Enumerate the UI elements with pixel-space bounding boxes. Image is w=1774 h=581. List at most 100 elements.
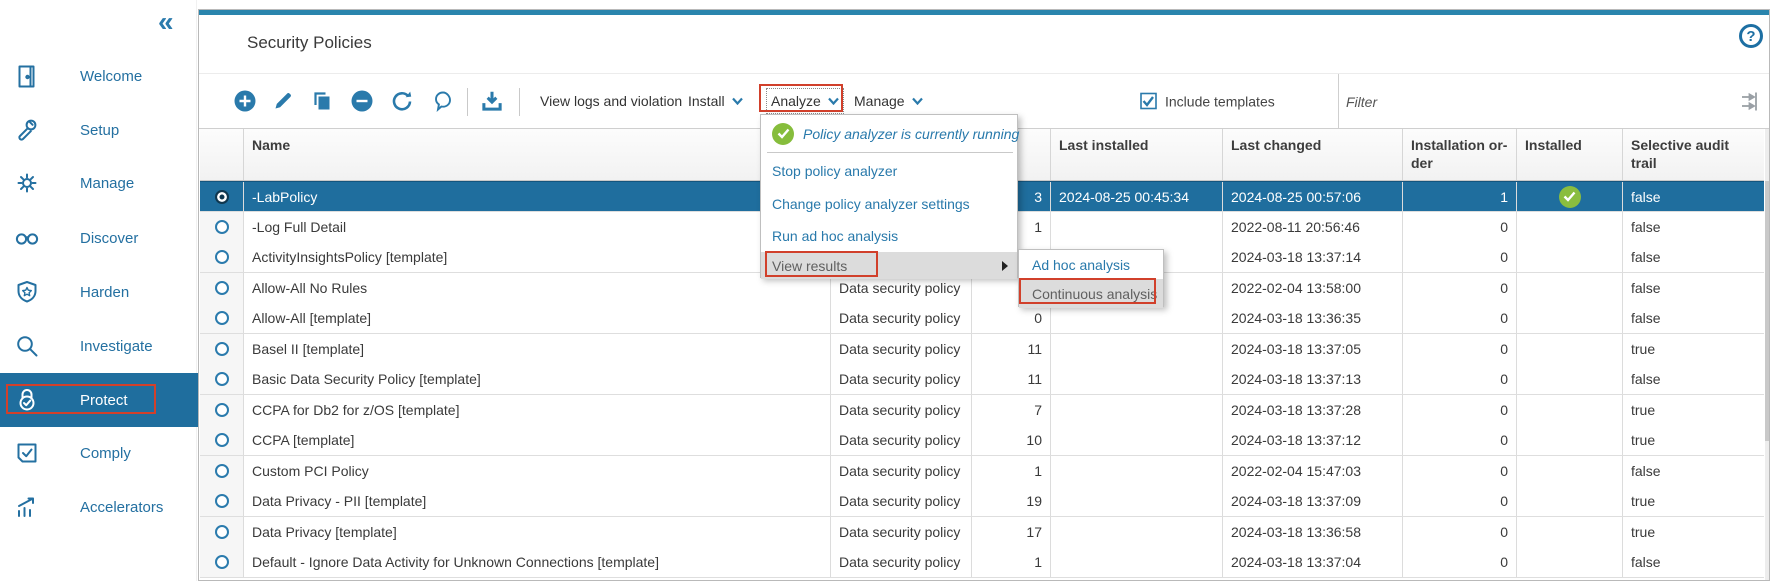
row-radio[interactable]: [214, 402, 229, 417]
cell-installed: [1517, 425, 1623, 455]
cell-selective-audit-trail: false: [1631, 310, 1661, 326]
cell-installation-order: 0: [1403, 242, 1517, 272]
chart-arrow-icon: [12, 492, 42, 522]
sidebar-item-accelerators[interactable]: Accelerators: [0, 486, 196, 528]
cell-installation-order: 0: [1403, 425, 1517, 455]
table-row[interactable]: CCPA for Db2 for z/OS [template] Data se…: [200, 394, 1764, 426]
filter-settings-button[interactable]: [1739, 89, 1763, 113]
sidebar-item-manage[interactable]: Manage: [0, 162, 196, 204]
header-installed[interactable]: Installed: [1517, 129, 1623, 180]
table-row[interactable]: CCPA [template] Data security policy 10 …: [200, 425, 1764, 456]
cell-rules: 19: [972, 486, 1051, 516]
header-installation-order[interactable]: Installation or- der: [1403, 129, 1517, 180]
menu-item-stop-policy-analyzer[interactable]: Stop policy analyzer: [772, 162, 898, 179]
analyze-dropdown[interactable]: Analyze: [766, 88, 844, 114]
table-row[interactable]: Data Privacy - PII [template] Data secur…: [200, 486, 1764, 517]
chevron-down-icon: [827, 97, 839, 105]
comment-button[interactable]: [431, 89, 455, 113]
cell-last-changed: 2024-03-18 13:36:35: [1223, 303, 1403, 333]
row-radio[interactable]: [214, 250, 229, 264]
sidebar-collapse-icon[interactable]: «: [158, 6, 174, 37]
header-rules[interactable]: [972, 129, 1051, 180]
copy-icon: [314, 92, 330, 110]
minus-circle-icon: [351, 90, 373, 112]
sidebar-item-setup[interactable]: Setup: [0, 109, 196, 151]
toolbar-divider: [1338, 74, 1339, 128]
page-title: Security Policies: [247, 33, 372, 52]
cell-last-installed: [1051, 272, 1223, 303]
cell-last-changed: 2024-03-18 13:37:12: [1223, 425, 1403, 455]
submenu-item-ad-hoc-analysis[interactable]: Ad hoc analysis: [1032, 256, 1131, 273]
row-radio[interactable]: [214, 219, 229, 234]
download-button[interactable]: [479, 88, 505, 114]
pencil-icon: [275, 93, 291, 109]
menu-item-run-ad-hoc-analysis[interactable]: Run ad hoc analysis: [772, 227, 899, 244]
cell-installation-order: 0: [1403, 211, 1517, 242]
manage-dropdown[interactable]: Manage: [854, 93, 923, 109]
row-radio[interactable]: [214, 555, 229, 569]
cell-rules: 7: [972, 394, 1051, 425]
refresh-button[interactable]: [390, 89, 414, 113]
cell-last-installed: 2024-08-25 00:45:34: [1051, 182, 1223, 211]
menu-item-change-analyzer-settings[interactable]: Change policy analyzer settings: [772, 195, 970, 212]
sidebar-item-comply[interactable]: Comply: [0, 432, 196, 474]
cell-selective-audit-trail: false: [1631, 188, 1661, 205]
submenu-item-continuous-analysis[interactable]: Continuous analysis: [1019, 279, 1163, 308]
sidebar-item-investigate[interactable]: Investigate: [0, 325, 196, 367]
include-templates-checkbox[interactable]: Include templates: [1140, 92, 1275, 110]
filter-arrows-icon: [1742, 92, 1757, 111]
cell-rules: 0: [972, 303, 1051, 333]
cell-last-changed: 2024-03-18 13:36:58: [1223, 516, 1403, 547]
filter-input[interactable]: [1346, 86, 1726, 118]
cell-rules: 17: [972, 516, 1051, 547]
row-radio[interactable]: [214, 311, 229, 325]
row-radio[interactable]: [214, 372, 229, 386]
header-last-changed[interactable]: Last changed: [1223, 129, 1403, 180]
cell-rules: 1: [972, 211, 1051, 242]
table-row[interactable]: Data Privacy [template] Data security po…: [200, 516, 1764, 548]
row-radio[interactable]: [214, 494, 229, 508]
table-footer-summary: Total: 40 Selected: 1: [209, 579, 343, 580]
row-radio[interactable]: [214, 524, 229, 539]
sidebar: « Welcome Setup Manage Discover Harden I…: [0, 0, 200, 581]
table-row[interactable]: Allow-All [template] Data security polic…: [200, 303, 1764, 334]
cell-selective-audit-trail: false: [1631, 462, 1661, 479]
edit-policy-button[interactable]: [271, 89, 295, 113]
row-radio[interactable]: [214, 463, 229, 478]
sidebar-item-label: Accelerators: [80, 498, 164, 516]
row-radio[interactable]: [214, 189, 229, 204]
header-last-installed[interactable]: Last installed: [1051, 129, 1223, 180]
sidebar-item-protect[interactable]: Protect: [0, 373, 200, 427]
help-icon[interactable]: ?: [1739, 24, 1763, 48]
remove-policy-button[interactable]: [350, 89, 374, 113]
table-scrollbar-thumb[interactable]: [1765, 181, 1769, 441]
sidebar-item-label: Welcome: [80, 67, 143, 85]
sidebar-item-welcome[interactable]: Welcome: [0, 55, 196, 97]
menu-item-view-results[interactable]: View results: [761, 252, 1017, 279]
cell-rules: 1: [972, 455, 1051, 486]
header-selective-audit-trail[interactable]: Selective audit trail: [1631, 137, 1730, 171]
table-row[interactable]: Custom PCI Policy Data security policy 1…: [200, 455, 1764, 487]
cell-installation-order: 0: [1403, 455, 1517, 486]
header-name[interactable]: Name: [244, 129, 831, 180]
cell-installation-order: 0: [1403, 394, 1517, 425]
table-row[interactable]: Basic Data Security Policy [template] Da…: [200, 364, 1764, 395]
add-policy-button[interactable]: [233, 89, 257, 113]
row-radio[interactable]: [214, 341, 229, 356]
row-radio[interactable]: [214, 433, 229, 447]
cell-installed: [1517, 486, 1623, 516]
row-radio[interactable]: [214, 280, 229, 295]
sidebar-item-harden[interactable]: Harden: [0, 271, 196, 313]
table-row[interactable]: Default - Ignore Data Activity for Unkno…: [200, 547, 1764, 578]
install-dropdown[interactable]: Install: [688, 93, 743, 109]
cell-rules: 11: [972, 333, 1051, 364]
view-logs-button[interactable]: View logs and violation: [540, 93, 683, 109]
cell-last-installed: [1051, 516, 1223, 547]
table-row[interactable]: Basel II [template] Data security policy…: [200, 333, 1764, 365]
copy-policy-button[interactable]: [310, 89, 334, 113]
cell-installed: [1517, 455, 1623, 486]
header-select: [200, 129, 244, 180]
cell-installed: [1517, 182, 1623, 211]
sidebar-item-label: Setup: [80, 121, 120, 139]
sidebar-item-discover[interactable]: Discover: [0, 217, 196, 259]
